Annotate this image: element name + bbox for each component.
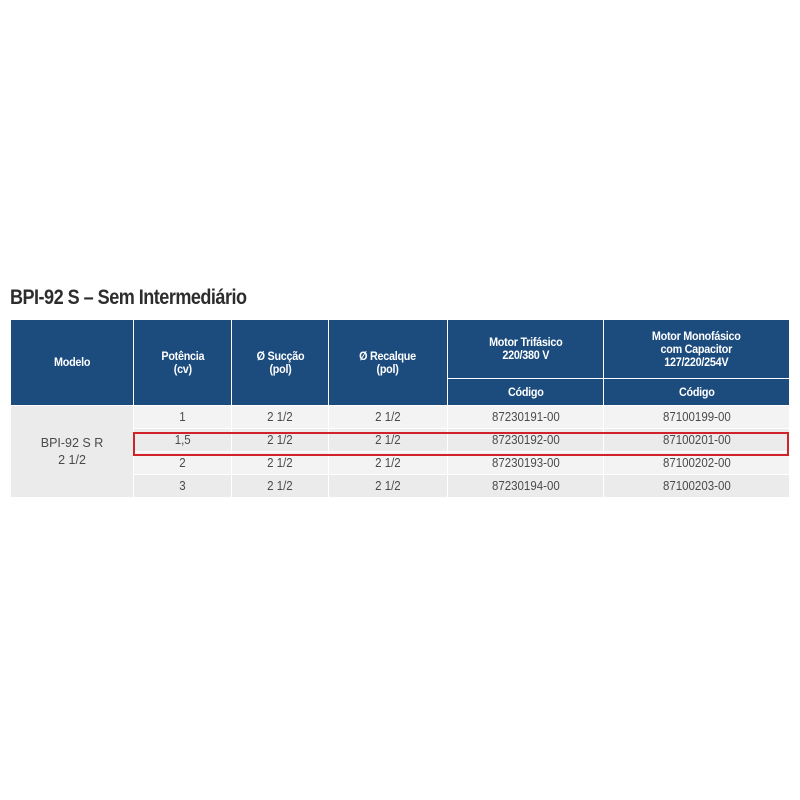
cell-recalque: 2 1/2: [328, 428, 448, 452]
cell-codigo-monofasico: 87100199-00: [603, 405, 790, 429]
header-modelo: Modelo: [10, 319, 134, 406]
cell-succao: 2 1/2: [231, 428, 329, 452]
model-size: 2 1/2: [58, 452, 86, 467]
page-title: BPI-92 S – Sem Intermediário: [10, 286, 247, 309]
cell-codigo-trifasico: 87230192-00: [447, 428, 604, 452]
header-succao: Ø Sucção (pol): [231, 319, 329, 406]
spec-table: Modelo Potência (cv) Ø Sucção (pol) Ø Reca…: [10, 319, 790, 498]
cell-codigo-monofasico: 87100203-00: [603, 474, 790, 498]
cell-potencia: 2: [133, 451, 232, 475]
model-name: BPI-92 S R: [40, 435, 104, 450]
header-motor-monofasico: Motor Monofásico com Capacitor 127/220/254…: [603, 319, 790, 379]
header-codigo-trifasico: Código: [447, 378, 604, 406]
header-motor-trifasico: Motor Trifásico 220/380 V: [447, 319, 604, 379]
cell-recalque: 2 1/2: [328, 451, 448, 475]
cell-codigo-monofasico: 87100202-00: [603, 451, 790, 475]
cell-codigo-monofasico: 87100201-00: [603, 428, 790, 452]
cell-potencia: 1: [133, 405, 232, 429]
header-potencia: Potência (cv): [133, 319, 232, 406]
cell-potencia: 1,5: [133, 428, 232, 452]
table-row: 3 2 1/2 2 1/2 87230194-00 87100203-00: [11, 474, 790, 498]
cell-succao: 2 1/2: [231, 451, 329, 475]
header-codigo-monofasico: Código: [603, 378, 790, 406]
model-cell: BPI-92 S R 2 1/2: [10, 405, 134, 498]
table-row: BPI-92 S R 2 1/2 1 2 1/2 2 1/2 87230191-…: [10, 405, 790, 498]
cell-potencia: 3: [133, 474, 232, 498]
header-recalque: Ø Recalque (pol): [328, 319, 448, 406]
cell-recalque: 2 1/2: [328, 405, 448, 429]
cell-recalque: 2 1/2: [328, 474, 448, 498]
cell-succao: 2 1/2: [231, 474, 329, 498]
cell-codigo-trifasico: 87230193-00: [447, 451, 604, 475]
cell-codigo-trifasico: 87230191-00: [447, 405, 604, 429]
cell-codigo-trifasico: 87230194-00: [447, 474, 604, 498]
cell-succao: 2 1/2: [231, 405, 329, 429]
